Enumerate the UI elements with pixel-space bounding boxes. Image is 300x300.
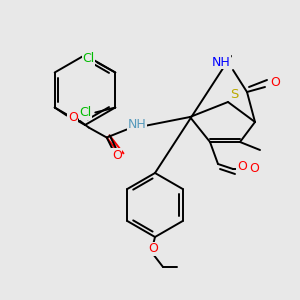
Text: O: O [237,160,247,172]
Text: O: O [112,149,122,162]
Text: O: O [68,111,78,124]
Text: O: O [148,242,158,256]
Text: O: O [249,163,259,176]
Text: NH: NH [127,118,146,131]
Text: S: S [230,88,238,100]
Text: Cl: Cl [82,52,94,65]
Text: NH: NH [212,56,230,68]
Text: O: O [270,76,280,88]
Text: Cl: Cl [79,106,92,119]
